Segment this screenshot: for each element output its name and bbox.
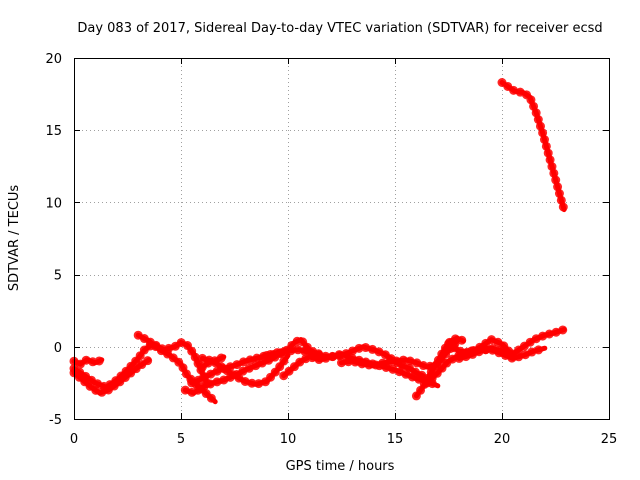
series-track-1-points xyxy=(69,355,107,369)
x-tick-label: 0 xyxy=(70,432,78,447)
y-tick-label: 20 xyxy=(45,52,62,67)
series-track-15-points xyxy=(454,325,569,363)
y-tick-label: 5 xyxy=(54,269,62,284)
series-track-2-points xyxy=(69,355,154,398)
series-track-7-points xyxy=(187,345,325,388)
series-track-16-points xyxy=(497,78,569,215)
series-group xyxy=(69,78,569,407)
series-track-3-points xyxy=(69,338,212,392)
y-axis: -5 0 5 10 15 20 xyxy=(45,52,62,428)
y-axis-label: SDTVAR / TECUs xyxy=(7,185,22,292)
x-tick-label: 15 xyxy=(387,432,404,447)
series-track-10-points xyxy=(279,342,428,381)
y-tick-label: 15 xyxy=(45,124,62,139)
y-tick-label: -5 xyxy=(49,413,62,428)
y-tick-label: 0 xyxy=(54,341,62,356)
series-track-8-points xyxy=(197,352,229,372)
plot-frame xyxy=(74,58,610,420)
series-track-4-points xyxy=(133,330,220,407)
x-tick-label: 10 xyxy=(280,432,297,447)
axis-ticks xyxy=(74,58,610,420)
series-track-14-points xyxy=(444,335,518,360)
x-axis: 0 5 10 15 20 25 xyxy=(70,432,617,447)
x-tick-label: 20 xyxy=(494,432,511,447)
x-axis-label: GPS time / hours xyxy=(286,459,395,474)
x-tick-label: 25 xyxy=(601,432,618,447)
y-tick-label: 10 xyxy=(45,196,62,211)
chart-title: Day 083 of 2017, Sidereal Day-to-day VTE… xyxy=(77,21,602,36)
x-tick-label: 5 xyxy=(177,432,185,447)
